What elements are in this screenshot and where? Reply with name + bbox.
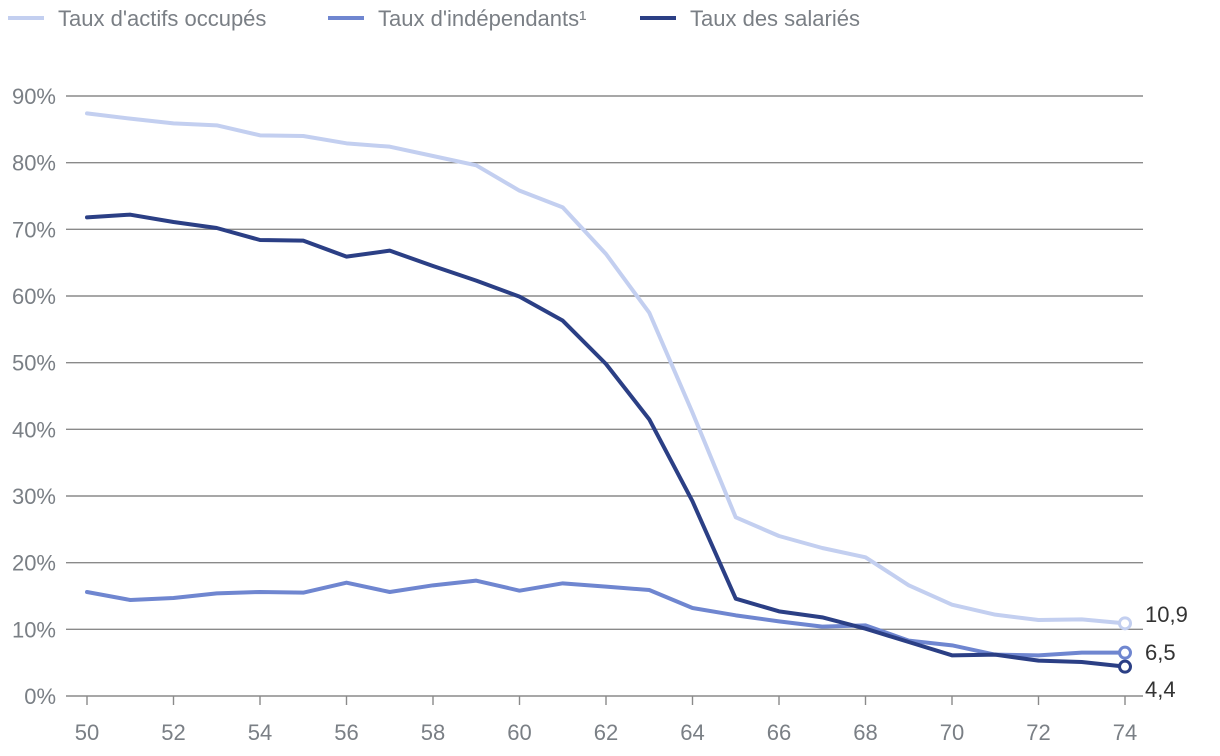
x-tick-label-64: 64 [680,720,704,745]
y-tick-label-90: 90% [12,84,56,109]
x-tick-label-60: 60 [507,720,531,745]
y-tick-label-80: 80% [12,151,56,176]
end-marker-taux-des-salaries [1118,659,1132,674]
x-tick-label-68: 68 [853,720,877,745]
end-label-taux-d-actifs-occupes: 10,9 [1145,602,1188,627]
end-label-taux-d-independants: 6,5 [1145,640,1176,665]
legend: Taux d'actifs occupés Taux d'indépendants… [8,6,860,31]
x-tick-label-62: 62 [594,720,618,745]
end-marker-taux-d-independants [1118,645,1132,660]
y-tick-label-30: 30% [12,484,56,509]
y-tick-label-40: 40% [12,417,56,442]
y-tick-label-20: 20% [12,551,56,576]
series-line-taux-des-salaries [85,212,1127,669]
end-marker-taux-d-actifs-occupes [1118,616,1132,631]
x-tick-label-58: 58 [421,720,445,745]
x-tick-label-70: 70 [940,720,964,745]
y-tick-label-10: 10% [12,617,56,642]
series-line-taux-d-independants [85,578,1127,658]
series-lines [85,111,1132,674]
legend-label-taux-d-actifs-occupes: Taux d'actifs occupés [58,6,266,31]
series-line-taux-d-actifs-occupes [85,111,1127,626]
y-tick-label-0: 0% [24,684,56,709]
x-tick-label-50: 50 [75,720,99,745]
legend-label-taux-des-salaries: Taux des salariés [690,6,860,31]
grid [66,95,1143,631]
y-axis: 0% 10% 20% 30% 40% 50% 60% 70% 80% 90% [12,84,56,709]
x-tick-label-52: 52 [161,720,185,745]
x-tick-label-54: 54 [248,720,272,745]
x-tick-label-72: 72 [1026,720,1050,745]
x-tick-label-74: 74 [1113,720,1137,745]
x-tick-label-56: 56 [334,720,358,745]
end-labels: 10,9 6,5 4,4 [1145,602,1188,702]
x-tick-label-66: 66 [767,720,791,745]
legend-label-taux-d-independants: Taux d'indépendants¹ [378,6,586,31]
y-tick-label-70: 70% [12,217,56,242]
y-tick-label-60: 60% [12,284,56,309]
end-label-taux-des-salaries: 4,4 [1145,677,1176,702]
x-axis: 50 52 54 56 58 60 62 64 66 68 70 72 74 [66,695,1143,745]
y-tick-label-50: 50% [12,351,56,376]
